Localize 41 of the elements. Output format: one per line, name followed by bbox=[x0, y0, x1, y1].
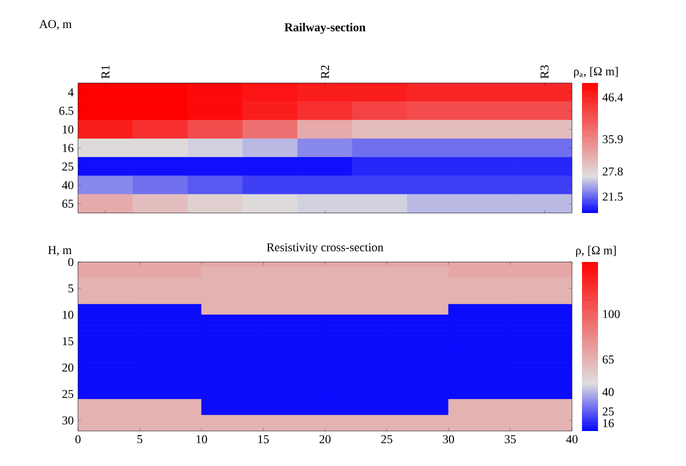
y-tick-label: 15 bbox=[62, 337, 74, 346]
x-tick-label: 40 bbox=[566, 435, 578, 444]
color-bar-label: 27.8 bbox=[602, 167, 623, 176]
chart-title: Railway-section bbox=[284, 22, 366, 34]
y-tick-label: 10 bbox=[62, 125, 74, 134]
x-tick-label: 25 bbox=[381, 435, 392, 444]
x-tick-label: 35 bbox=[504, 435, 516, 444]
color-bar-label: 35.9 bbox=[602, 135, 623, 144]
color-bar-label: 100 bbox=[603, 310, 620, 318]
x-tick-label: R1 bbox=[101, 66, 110, 78]
color-bar-label: 40 bbox=[602, 388, 614, 396]
y-tick-label: 25 bbox=[62, 390, 74, 398]
color-bar-label: 25 bbox=[602, 407, 614, 416]
y-tick-label: 4 bbox=[68, 88, 74, 96]
chart-title: Resistivity cross-section bbox=[266, 243, 384, 254]
y-tick-label: 65 bbox=[62, 200, 74, 208]
color-bar-title: ρ$_{a}$, [Ω m] bbox=[574, 66, 618, 78]
x-tick-label: 5 bbox=[137, 435, 142, 444]
y-axis-title: H, m bbox=[48, 246, 72, 256]
y-tick-label: 25 bbox=[62, 162, 74, 171]
x-tick-label: R2 bbox=[321, 65, 329, 78]
y-axis-title: AO, m bbox=[39, 20, 72, 30]
y-tick-label: 20 bbox=[62, 364, 74, 372]
color-bar-label: 46.4 bbox=[602, 93, 624, 102]
color-bar-label: 16 bbox=[603, 419, 614, 428]
y-tick-label: 10 bbox=[62, 310, 74, 319]
y-tick-label: 16 bbox=[62, 144, 74, 152]
x-tick-label: 15 bbox=[258, 435, 269, 444]
x-tick-label: 30 bbox=[443, 435, 454, 444]
y-tick-label: 40 bbox=[62, 181, 74, 190]
x-tick-label: 20 bbox=[320, 435, 331, 444]
x-tick-label: 0 bbox=[75, 435, 81, 444]
x-tick-label: R3 bbox=[540, 65, 549, 78]
x-tick-label: 10 bbox=[196, 435, 208, 444]
y-tick-label: 0 bbox=[68, 258, 74, 266]
y-tick-label: 6.5 bbox=[59, 106, 74, 115]
color-bar-label: 21.5 bbox=[602, 192, 623, 201]
color-bar-title: ρ, [Ω m] bbox=[576, 246, 616, 257]
color-bar-label: 65 bbox=[602, 355, 614, 364]
y-tick-label: 30 bbox=[62, 416, 74, 424]
y-tick-label: 5 bbox=[68, 284, 74, 292]
